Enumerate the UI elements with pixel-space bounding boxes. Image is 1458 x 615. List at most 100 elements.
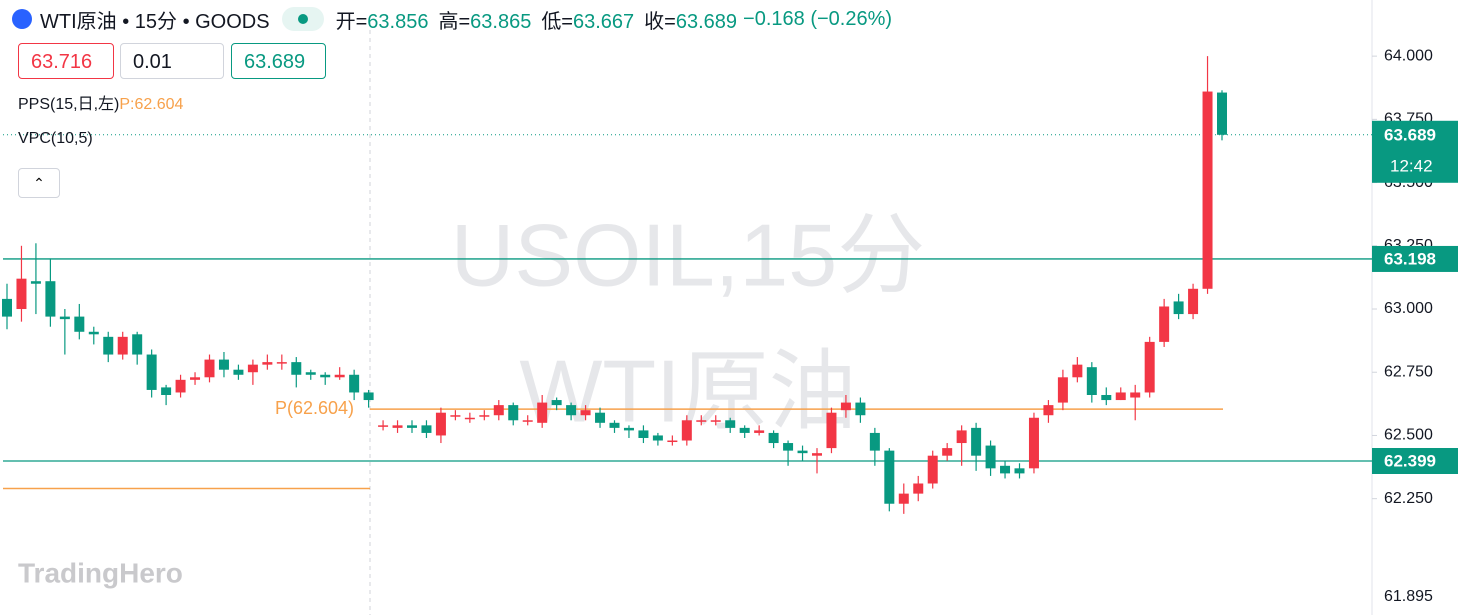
candle-body — [884, 450, 895, 504]
candle-body — [551, 400, 562, 406]
candle-body — [522, 420, 533, 422]
candle-body — [826, 412, 837, 449]
candle-body — [450, 415, 461, 417]
candle-body — [103, 336, 114, 355]
candle-body — [363, 392, 374, 401]
indicator: PPS(15,日,左)P:62.604 — [18, 96, 184, 113]
candle-body — [754, 430, 765, 433]
candle-body — [797, 450, 808, 454]
candle-body — [378, 425, 389, 427]
ohlc-value: 63.667 — [573, 10, 635, 33]
change: −0.168 (−0.26%) — [743, 7, 893, 30]
candle-body — [262, 362, 273, 365]
candle-body — [1130, 392, 1141, 398]
collapse-button[interactable]: ⌃ — [18, 168, 60, 198]
candle-body — [566, 405, 577, 416]
candle-body — [1173, 301, 1184, 315]
y-tick-label: 63.000 — [1384, 300, 1433, 317]
candle-body — [320, 374, 331, 378]
candle-body — [696, 420, 707, 422]
candle-body — [479, 415, 490, 417]
candle-body — [869, 432, 880, 451]
candle-body — [898, 493, 909, 504]
candle-body — [493, 405, 504, 416]
candle-body — [146, 354, 157, 390]
candle-body — [783, 443, 794, 451]
candle-body — [739, 427, 750, 433]
candle-body — [407, 425, 417, 428]
candle-body — [971, 427, 982, 456]
current-price-label: 63.689 — [1384, 125, 1436, 144]
candle-body — [537, 402, 548, 423]
candle-body — [291, 362, 302, 375]
candle-body — [204, 359, 215, 378]
candle-body — [349, 374, 360, 393]
ohlc-label: 低= — [541, 10, 573, 33]
candle-body — [218, 359, 229, 370]
candle-body — [1086, 367, 1097, 395]
candle-body — [942, 448, 953, 456]
candle-body — [1057, 377, 1068, 403]
countdown: 12:42 — [1390, 156, 1433, 175]
candle-body — [334, 374, 345, 378]
y-tick-label: 62.500 — [1384, 427, 1433, 444]
candle-body — [421, 425, 432, 433]
candle-body — [1188, 288, 1199, 315]
y-tick-label: 62.750 — [1384, 363, 1433, 380]
candle-body — [985, 445, 996, 469]
ohlc-value: 63.689 — [675, 10, 738, 33]
candle-body — [1144, 341, 1155, 393]
candle-body — [132, 334, 143, 355]
candle-body — [725, 420, 736, 428]
header: WTI原油 • 15分 • GOODS 开=63.856 高=63.865 低=63… — [12, 5, 893, 34]
candle-body — [667, 440, 678, 443]
pivot-label: P(62.604) — [275, 398, 354, 418]
symbol-icon — [12, 9, 32, 29]
sell-button[interactable]: 63.716 — [18, 43, 114, 79]
price-tag — [1372, 447, 1458, 474]
candle-body — [16, 278, 27, 310]
qty-input[interactable]: 0.01 — [120, 43, 224, 79]
candle-body — [464, 417, 475, 420]
watermark: USOIL,15分 — [451, 205, 925, 304]
candle-body — [1028, 417, 1039, 469]
ohlc: 开=63.856 高=63.865 低=63.667 收=63.689 — [336, 5, 737, 34]
candle-body — [768, 432, 779, 444]
candle-body — [580, 410, 591, 416]
candle-body — [623, 427, 634, 431]
buy-button[interactable]: 63.689 — [231, 43, 326, 79]
candle-body — [913, 483, 924, 494]
ohlc-label: 开= — [335, 10, 368, 33]
symbol[interactable]: WTI原油 • 15分 • GOODS — [40, 10, 270, 33]
price-tag — [1372, 245, 1458, 272]
indicator: VPC(10,5) — [18, 130, 93, 147]
candle-body — [392, 425, 403, 428]
candle-body — [161, 387, 172, 395]
y-tick-label: 62.250 — [1384, 490, 1433, 507]
candle-body — [88, 331, 99, 335]
candle-body — [175, 379, 186, 393]
candle-body — [1101, 394, 1112, 401]
candle-body — [2, 298, 12, 317]
ohlc-label: 高= — [438, 10, 471, 33]
candle-body — [30, 281, 41, 284]
candle-body — [812, 453, 822, 456]
candle-body — [276, 362, 287, 364]
candle-body — [74, 316, 85, 332]
candle-body — [1072, 364, 1083, 378]
logo: TradingHero — [18, 557, 183, 588]
candle-body — [681, 420, 692, 441]
ohlc-label: 收= — [644, 10, 676, 33]
candle-body — [1043, 405, 1054, 416]
candle-body — [1014, 468, 1025, 474]
candle-body — [59, 316, 70, 320]
candle-body — [652, 435, 663, 441]
ohlc-value: 63.865 — [470, 10, 532, 33]
price-tag-label: 62.399 — [1384, 451, 1436, 470]
candle-body — [247, 364, 258, 373]
candle-body — [435, 412, 446, 436]
candle-body — [45, 281, 56, 317]
candle-body — [1000, 465, 1011, 474]
